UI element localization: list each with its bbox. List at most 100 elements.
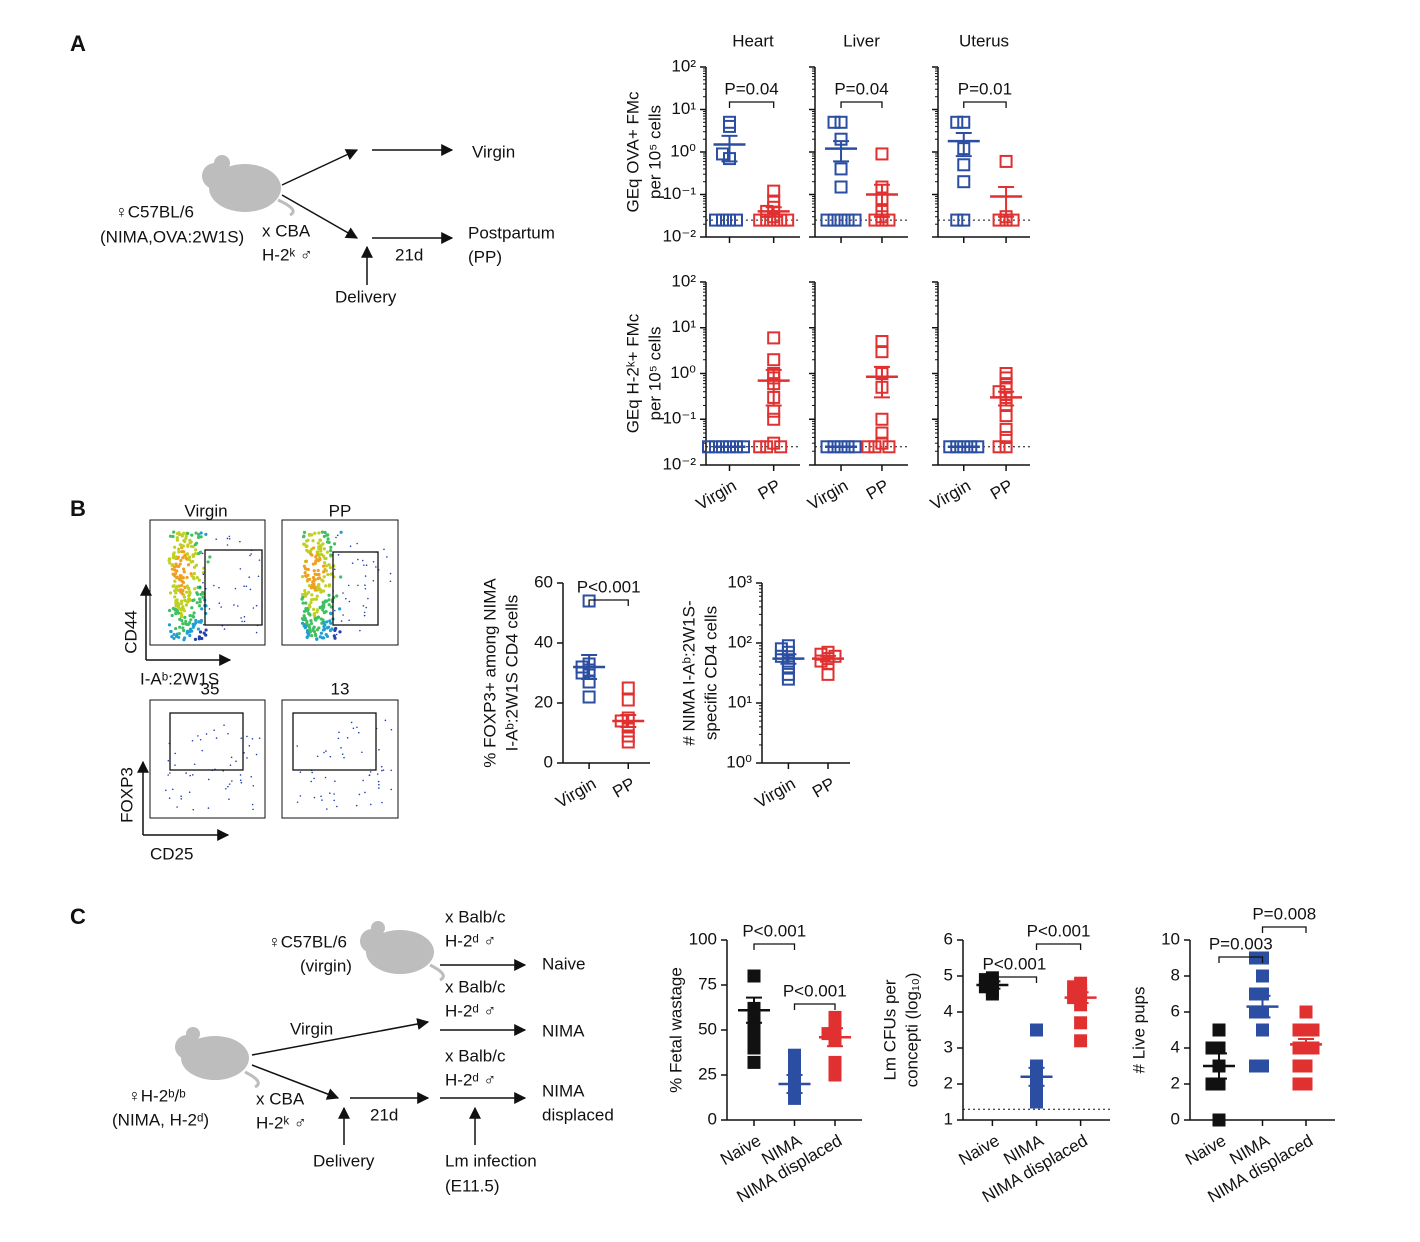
flow-dot xyxy=(189,572,193,576)
flow-dot xyxy=(174,764,176,766)
data-point xyxy=(781,672,795,686)
flow-dot xyxy=(310,633,314,638)
y-tick-label: 0 xyxy=(708,1109,717,1128)
flow-dot xyxy=(358,793,361,796)
flow-dot xyxy=(255,604,258,607)
flow-dot xyxy=(172,551,176,555)
flow-dot xyxy=(341,753,344,756)
data-point xyxy=(950,213,964,227)
data-point xyxy=(882,213,896,227)
flow-dot xyxy=(207,807,210,809)
flow-dot xyxy=(325,533,329,537)
flow-dot xyxy=(184,619,188,624)
y-axis-label: # NIMA I-Aᵇ:2W1S- xyxy=(679,600,698,745)
y-tick-label: 10² xyxy=(671,56,696,75)
flow-dot xyxy=(309,586,314,590)
flow-dot xyxy=(302,609,307,613)
flow-dot xyxy=(327,593,331,597)
flow-dot xyxy=(319,549,323,553)
flow-dot xyxy=(208,555,212,559)
flow-dot xyxy=(173,579,177,583)
flow-dot xyxy=(177,564,181,568)
y-axis-label: per 10⁵ cells xyxy=(645,105,664,199)
y-tick-label: 10⁻² xyxy=(662,454,696,473)
flow-dot xyxy=(325,626,329,630)
data-point xyxy=(1074,1016,1088,1030)
chart: 0 20 40 60 % FOXP3+ among NIMA I-Aᵇ:2W1S CD4 … xyxy=(480,572,650,812)
flow-dot xyxy=(317,576,322,580)
flow-dot xyxy=(175,598,179,602)
data-point xyxy=(781,639,795,653)
flow-dot xyxy=(356,726,358,729)
diagram-text: H-2ᵈ ♂ xyxy=(445,1070,496,1089)
data-point xyxy=(1212,1113,1226,1127)
flow-dot xyxy=(329,612,333,616)
flow-dot xyxy=(375,566,377,568)
x-tick-label: Naive xyxy=(717,1131,764,1169)
y-tick-label: 0 xyxy=(1171,1109,1180,1128)
flow-dot xyxy=(305,544,309,548)
significance-bracket xyxy=(728,101,775,108)
flow-dot xyxy=(248,744,251,747)
diagram-text: NIMA xyxy=(542,1081,585,1100)
flow-frame xyxy=(281,519,399,646)
flow-dot xyxy=(381,801,383,804)
data-point xyxy=(1212,1023,1226,1037)
data-point xyxy=(1030,1095,1043,1109)
flow-dot xyxy=(348,600,351,603)
flow-dot xyxy=(336,534,339,537)
data-point xyxy=(747,1041,761,1055)
flow-dot xyxy=(338,731,340,734)
flow-dot xyxy=(383,548,385,551)
flow-dot xyxy=(326,572,330,577)
flow-dot xyxy=(337,554,340,556)
flow-dot xyxy=(252,808,254,811)
flow-dot xyxy=(177,550,181,554)
flow-dot xyxy=(384,719,387,722)
data-point xyxy=(875,412,889,426)
flow-dot xyxy=(316,568,320,573)
data-point xyxy=(875,147,889,161)
flow-dot xyxy=(302,534,306,538)
flow-dot xyxy=(184,590,189,594)
flow-dot xyxy=(310,598,314,602)
diagram-text: Postpartum xyxy=(468,223,555,242)
flow-gate xyxy=(169,712,244,771)
flow-axis: CD25 xyxy=(150,844,193,863)
flow-dot xyxy=(320,795,322,798)
flow-dot xyxy=(327,563,331,567)
flow-dot xyxy=(309,619,313,623)
data-point xyxy=(992,213,1006,227)
flow-dot xyxy=(176,602,180,606)
flow-dot xyxy=(329,605,333,609)
flow-dot xyxy=(175,575,179,579)
flow-dot xyxy=(346,737,349,739)
panel-label: C xyxy=(70,904,86,929)
flow-dot xyxy=(239,568,242,570)
flow-dot xyxy=(323,599,327,603)
flow-dot xyxy=(363,614,366,617)
x-tick-label: PP xyxy=(755,476,784,504)
flow-dot xyxy=(186,544,190,548)
flow-dot xyxy=(174,586,178,590)
flow-dot xyxy=(186,531,190,536)
mouse-icon xyxy=(360,921,445,982)
flow-dot xyxy=(311,580,315,584)
flow-dot xyxy=(333,568,336,571)
diagram-text: Naive xyxy=(542,954,585,973)
flow-dot xyxy=(304,624,308,629)
y-tick-label: 10⁰ xyxy=(726,752,752,771)
flow-dot xyxy=(317,582,321,587)
flow-dot xyxy=(243,615,246,618)
data-point xyxy=(1030,1084,1043,1098)
flow-dot xyxy=(325,620,329,624)
y-tick-label: 10¹ xyxy=(671,317,696,336)
diagram-text: ♀C57BL/6 xyxy=(268,932,347,951)
y-tick-label: 10² xyxy=(671,271,696,290)
flow-dot xyxy=(240,617,242,619)
flow-dot xyxy=(306,634,310,638)
flow-dot xyxy=(332,542,337,546)
flow-dot xyxy=(190,533,194,537)
flow-dot xyxy=(390,728,393,731)
